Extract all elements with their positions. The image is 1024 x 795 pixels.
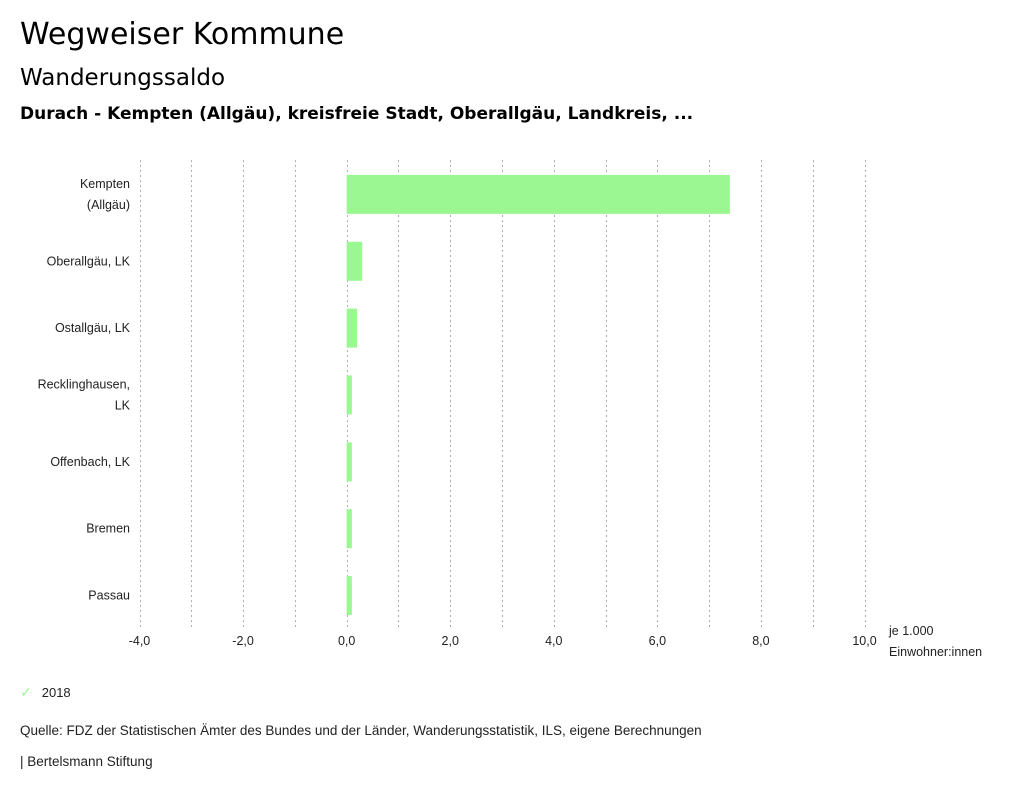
category-labels: Kempten (Allgäu) Oberallgäu, LK Ostallgäu, …: [38, 177, 131, 603]
x-axis-unit-line: Einwohner:innen: [889, 645, 982, 659]
x-tick-label: 2,0: [442, 634, 459, 648]
check-icon[interactable]: ✓: [20, 684, 32, 700]
bar-2[interactable]: [346, 308, 357, 348]
category-label: Ostallgäu, LK: [55, 321, 131, 335]
bars: [346, 174, 730, 616]
brand-credit: | Bertelsmann Stiftung: [20, 754, 153, 769]
x-tick-label: 8,0: [752, 634, 769, 648]
bar-1[interactable]: [346, 241, 363, 281]
bar-chart: Kempten (Allgäu) Oberallgäu, LK Ostallgäu, …: [38, 160, 982, 659]
x-tick-label: 4,0: [545, 634, 562, 648]
category-label: Recklinghausen, LK: [38, 378, 131, 413]
x-tick-label: 10,0: [852, 634, 876, 648]
legend-label-2018: 2018: [41, 685, 71, 700]
x-axis-unit-label: je 1.000 Einwohner:innen: [888, 624, 982, 659]
category-label: Kempten (Allgäu): [80, 177, 130, 212]
region-selection: Durach - Kempten (Allgäu), kreisfreie St…: [20, 104, 694, 124]
bar-5[interactable]: [346, 509, 352, 549]
source-note: Quelle: FDZ der Statistischen Ämter des …: [20, 723, 702, 738]
grid-lines: [140, 160, 866, 628]
bar-4[interactable]: [346, 442, 352, 482]
x-axis-unit-line: je 1.000: [888, 624, 934, 638]
x-tick-label: 6,0: [649, 634, 666, 648]
x-tick-label: 0,0: [338, 634, 355, 648]
x-tick-labels: -4,0 -2,0 0,0 2,0 4,0 6,0 8,0 10,0: [129, 634, 877, 648]
category-label: Oberallgäu, LK: [47, 254, 131, 268]
legend[interactable]: ✓ 2018: [20, 684, 71, 701]
bar-6[interactable]: [346, 576, 352, 616]
x-tick-label: -2,0: [232, 634, 254, 648]
page-title: Wegweiser Kommune: [20, 17, 345, 52]
bar-0[interactable]: [346, 174, 730, 214]
category-label: Offenbach, LK: [50, 455, 130, 469]
x-tick-label: -4,0: [129, 634, 151, 648]
category-label: Bremen: [86, 522, 130, 536]
chart-subtitle: Wanderungssaldo: [20, 65, 226, 91]
bar-3[interactable]: [346, 375, 352, 415]
category-label: Passau: [88, 589, 130, 603]
